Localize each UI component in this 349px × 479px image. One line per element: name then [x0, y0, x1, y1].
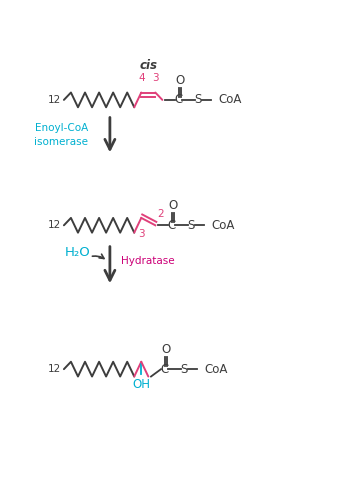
Text: CoA: CoA	[211, 219, 235, 232]
Text: 3: 3	[138, 229, 144, 239]
Text: 12: 12	[48, 220, 61, 230]
Text: C: C	[161, 363, 169, 376]
Text: S: S	[180, 363, 188, 376]
Text: 12: 12	[48, 95, 61, 105]
Text: O: O	[168, 199, 177, 212]
Text: O: O	[161, 343, 170, 356]
Text: S: S	[187, 219, 195, 232]
Text: Enoyl-CoA
isomerase: Enoyl-CoA isomerase	[34, 123, 88, 147]
Text: CoA: CoA	[204, 363, 228, 376]
Text: 12: 12	[48, 364, 61, 374]
Text: O: O	[175, 74, 184, 87]
Text: C: C	[168, 219, 176, 232]
FancyArrowPatch shape	[92, 254, 104, 259]
Text: H₂O: H₂O	[65, 247, 90, 260]
Text: C: C	[174, 93, 183, 106]
Text: OH: OH	[132, 378, 150, 391]
Text: 4: 4	[138, 73, 144, 83]
Text: cis: cis	[139, 59, 157, 72]
Text: S: S	[194, 93, 202, 106]
Text: 3: 3	[152, 73, 159, 83]
Text: CoA: CoA	[218, 93, 242, 106]
Text: Hydratase: Hydratase	[121, 256, 174, 266]
Text: 2: 2	[157, 209, 164, 218]
